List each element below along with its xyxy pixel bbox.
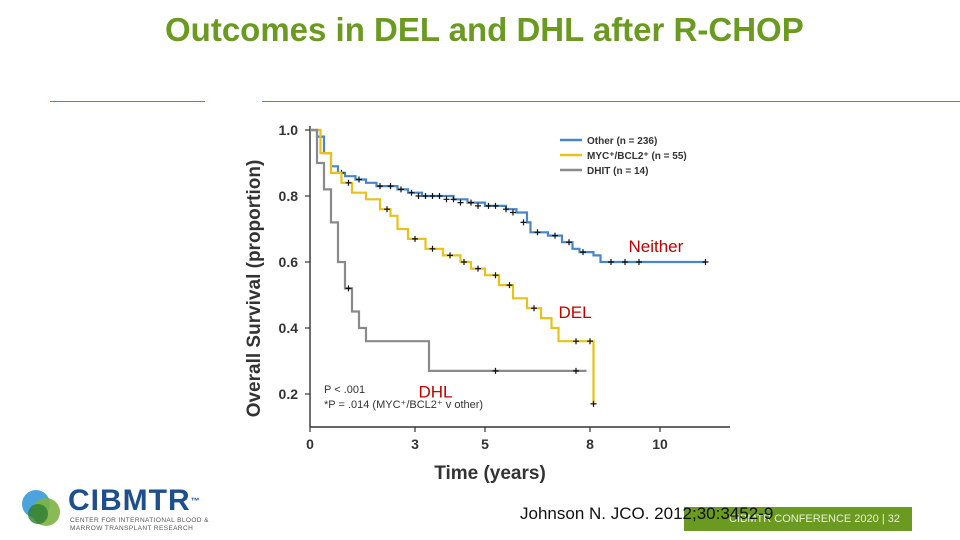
p-value-note: *P = .014 (MYC⁺/BCL2⁺ v other)	[324, 399, 483, 411]
censor-mark	[356, 176, 362, 183]
censor-mark	[520, 219, 527, 226]
x-tick-label: 8	[586, 436, 594, 452]
censor-mark	[415, 193, 422, 199]
series-line-2	[310, 128, 587, 372]
censor-mark	[475, 202, 481, 209]
censor-mark	[492, 202, 499, 209]
censor-mark	[450, 196, 457, 203]
censor-mark	[436, 193, 443, 199]
y-tick-label: 0.8	[279, 188, 299, 204]
censor-mark	[412, 235, 418, 242]
censor-mark	[468, 199, 474, 206]
series-line-0	[310, 128, 706, 264]
censor-mark	[429, 193, 436, 199]
series-line-1	[310, 128, 595, 404]
x-axis-label: Time (years)	[434, 463, 546, 484]
x-tick-label: 3	[411, 436, 419, 452]
x-tick-label: 10	[652, 436, 668, 452]
censor-mark	[443, 196, 450, 203]
y-tick-label: 0.4	[279, 320, 299, 336]
censor-mark	[622, 259, 628, 265]
title-rule-left	[50, 101, 205, 102]
survival-chart: 0.2 0.4 0.6 0.8 1.0 0 3 5 8 10 Time (years) Overall…	[244, 122, 730, 484]
censor-mark	[485, 202, 492, 209]
annotation-del: DEL	[559, 303, 592, 322]
y-axis-label: Overall Survival (proportion)	[244, 160, 265, 418]
censor-mark	[492, 272, 499, 279]
censor-mark	[552, 232, 558, 239]
censor-mark	[510, 209, 516, 216]
logo-subtitle: CENTER FOR INTERNATIONAL BLOOD & MARROW …	[70, 517, 209, 532]
annotation-neither: Neither	[629, 237, 684, 256]
censor-mark	[447, 252, 453, 259]
censor-mark	[580, 249, 586, 256]
censor-mark	[573, 338, 579, 345]
censor-mark	[384, 206, 390, 213]
censor-mark	[590, 400, 597, 407]
y-tick-label: 1.0	[279, 122, 299, 138]
censor-mark	[457, 199, 464, 206]
censor-mark	[566, 239, 572, 246]
censor-mark	[461, 259, 467, 265]
citation: Johnson N. JCO. 2012;30:3452-9	[520, 504, 774, 523]
censor-mark	[636, 259, 642, 265]
censor-mark	[345, 285, 352, 292]
annotation-dhl: DHL	[419, 382, 453, 401]
censor-mark	[422, 193, 429, 199]
censor-mark	[475, 265, 481, 272]
y-tick-label: 0.2	[279, 386, 299, 402]
censor-mark	[429, 245, 436, 252]
x-tick-label: 0	[306, 436, 314, 452]
cibmtr-logo: CIBMTR™ CENTER FOR INTERNATIONAL BLOOD &…	[18, 484, 208, 534]
logo-circles-icon	[22, 490, 60, 526]
footer-bar: CIBMTR CONFERENCE 2020 | 32	[684, 507, 912, 531]
censor-mark	[702, 259, 709, 265]
p-value-note: P < .001	[324, 384, 365, 396]
censor-mark	[377, 183, 383, 190]
x-tick-label: 5	[481, 436, 489, 452]
censor-mark	[408, 189, 415, 196]
legend-label: DHIT (n = 14)	[587, 166, 648, 177]
censor-mark	[492, 367, 499, 374]
censor-mark	[387, 183, 394, 190]
legend-label: Other (n = 236)	[587, 136, 657, 147]
y-tick-label: 0.6	[279, 254, 299, 270]
censor-mark	[608, 259, 614, 265]
censor-mark	[573, 367, 579, 374]
censor-mark	[506, 282, 513, 289]
censor-mark	[587, 338, 593, 345]
censor-mark	[531, 305, 537, 312]
legend-label: MYC⁺/BCL2⁺ (n = 55)	[587, 151, 687, 162]
censor-mark	[534, 229, 541, 236]
slide-title: Outcomes in DEL and DHL after R-CHOP	[165, 11, 804, 48]
censor-mark	[503, 206, 509, 213]
logo-wordmark: CIBMTR™	[68, 484, 201, 517]
title-rule-right	[262, 101, 960, 102]
censor-mark	[345, 179, 352, 186]
censor-mark	[398, 186, 404, 193]
